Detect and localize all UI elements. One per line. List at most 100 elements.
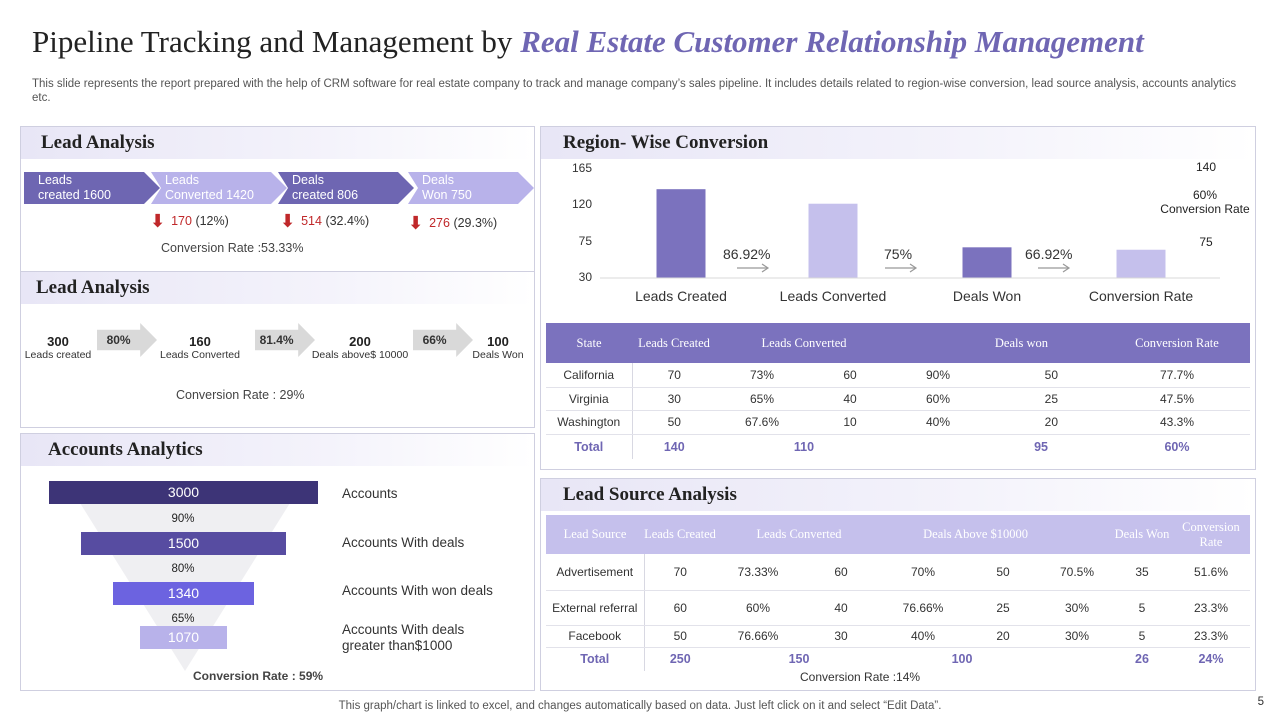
step-arrow-percent: 81.4% bbox=[259, 333, 294, 347]
footer-note: This graph/chart is linked to excel, and… bbox=[338, 700, 942, 712]
col-header: Lead Source bbox=[546, 515, 644, 554]
cell: 50 bbox=[964, 554, 1042, 591]
funnel-bar-deals-greater: 1070 bbox=[140, 626, 227, 649]
cell: 73% bbox=[716, 363, 808, 388]
step-label: Leads Converted bbox=[160, 349, 240, 361]
right-arrow-icon bbox=[1038, 263, 1071, 273]
cell: 77.7% bbox=[1104, 363, 1250, 388]
cell: 30% bbox=[1042, 590, 1112, 626]
col-header: State bbox=[546, 323, 632, 363]
cell: 50 bbox=[644, 625, 716, 648]
lead-analysis-header: Lead Analysis bbox=[21, 127, 534, 159]
table-row: California 70 73% 60 90% 50 77.7% bbox=[546, 363, 1250, 388]
cell: 20 bbox=[964, 625, 1042, 648]
cell: 70% bbox=[882, 554, 964, 591]
cell: 76.66% bbox=[882, 590, 964, 626]
stage-leads-converted: Leads Converted 1420 bbox=[151, 172, 287, 204]
funnel-label: Accounts With deals bbox=[342, 535, 465, 550]
funnel-percent: 80% bbox=[171, 563, 195, 575]
lead-source-heading: Lead Source Analysis bbox=[563, 484, 737, 505]
stage-deals-won: Deals Won 750 bbox=[408, 172, 534, 204]
stage-line1: Leads bbox=[165, 173, 200, 187]
drop-percent: (29.3%) bbox=[453, 216, 498, 230]
x-label: Leads Converted bbox=[779, 288, 887, 304]
cell: 90% bbox=[892, 363, 984, 388]
cell: 24% bbox=[1198, 652, 1224, 667]
col-header: Deals Won bbox=[1112, 515, 1172, 554]
cell: 47.5% bbox=[1104, 387, 1250, 411]
funnel-percent: 90% bbox=[171, 513, 195, 525]
side-rate: 60% Conversion Rate bbox=[1150, 188, 1260, 216]
funnel-label: Accounts bbox=[342, 486, 398, 501]
cell: 70.5% bbox=[1042, 554, 1112, 591]
cell: 43.3% bbox=[1104, 410, 1250, 435]
x-label: Leads Created bbox=[635, 288, 727, 304]
funnel-bar-with-deals: 1500 bbox=[81, 532, 286, 555]
drop-percent: (12%) bbox=[195, 214, 229, 228]
bar-leads-converted bbox=[808, 203, 858, 278]
table-row: Washington 50 67.6% 10 40% 20 43.3% bbox=[546, 410, 1250, 435]
lead-analysis-2-conversion: Conversion Rate : 29% bbox=[176, 388, 305, 402]
bar-leads-created bbox=[656, 189, 706, 278]
cell: 26 bbox=[1135, 652, 1149, 667]
drop-value: 170 bbox=[171, 214, 192, 228]
col-header: Leads Created bbox=[632, 323, 716, 363]
lead-analysis-2-heading: Lead Analysis bbox=[36, 277, 150, 298]
accounts-conversion: Conversion Rate : 59% bbox=[193, 669, 324, 683]
total-row: Total 250 150 100 26 24% bbox=[546, 647, 1250, 671]
lead-analysis-2-header: Lead Analysis bbox=[21, 272, 534, 304]
cell: 35 bbox=[1112, 554, 1172, 591]
step-label: Leads created bbox=[24, 349, 92, 361]
funnel-bar-accounts: 3000 bbox=[49, 481, 318, 504]
y-tick: 75 bbox=[578, 233, 592, 248]
bar-deals-won bbox=[962, 247, 1012, 278]
conversion-percent: 66.92% bbox=[1025, 246, 1073, 262]
funnel-bar-won-deals: 1340 bbox=[113, 582, 254, 605]
stage-line1: Deals bbox=[292, 173, 324, 187]
slide-title: Pipeline Tracking and Management by Real… bbox=[32, 24, 1144, 60]
table-row: Facebook 50 76.66% 30 40% 20 30% 5 23.3% bbox=[546, 625, 1250, 648]
step-value: 200 bbox=[349, 334, 371, 349]
step-arrow-percent: 80% bbox=[106, 333, 131, 347]
step-label: Deals above$ 10000 bbox=[311, 349, 409, 361]
cell: 95 bbox=[1034, 439, 1048, 454]
cell: 23.3% bbox=[1172, 590, 1250, 626]
cell: 60 bbox=[644, 590, 716, 626]
cell: 50 bbox=[984, 363, 1104, 388]
accounts-analytics-header: Accounts Analytics bbox=[21, 434, 534, 466]
col-header: Leads Converted bbox=[716, 515, 882, 554]
side-value-bottom: 75 bbox=[1199, 235, 1213, 249]
bar-conversion-rate bbox=[1116, 249, 1166, 278]
cell: 10 bbox=[808, 410, 892, 435]
lead-analysis-heading: Lead Analysis bbox=[41, 132, 155, 153]
drop-value: 514 bbox=[301, 214, 322, 228]
right-arrow-icon bbox=[885, 263, 918, 273]
cell: 65% bbox=[716, 387, 808, 411]
cell: 60% bbox=[892, 387, 984, 411]
step-value: 300 bbox=[47, 334, 69, 349]
cell: 23.3% bbox=[1172, 625, 1250, 648]
cell: Washington bbox=[546, 410, 633, 435]
stage-line2: created 1600 bbox=[38, 188, 111, 202]
cell: 40 bbox=[808, 387, 892, 411]
cell: 5 bbox=[1112, 590, 1172, 626]
cell: 30% bbox=[1042, 625, 1112, 648]
title-highlight: Real Estate Customer Relationship Manage… bbox=[520, 24, 1144, 59]
cell: 60% bbox=[1164, 439, 1190, 454]
y-tick: 120 bbox=[571, 197, 592, 212]
cell: Total bbox=[546, 434, 633, 459]
down-arrow-icon: ⬇ bbox=[150, 211, 166, 231]
lead-source-conversion: Conversion Rate :14% bbox=[800, 670, 921, 684]
stage-line1: Deals bbox=[422, 173, 454, 187]
stage-line2: created 806 bbox=[292, 188, 359, 202]
cell: 40% bbox=[882, 625, 964, 648]
cell: 73.33% bbox=[716, 554, 800, 591]
step-value: 160 bbox=[189, 334, 211, 349]
stage-line2: Converted 1420 bbox=[165, 188, 254, 202]
cell: 150 bbox=[788, 652, 810, 667]
stage-line2: Won 750 bbox=[422, 188, 472, 202]
cell: 67.6% bbox=[716, 410, 808, 435]
cell: 50 bbox=[632, 410, 716, 435]
lead-analysis-conversion: Conversion Rate :53.33% bbox=[161, 241, 304, 255]
cell: 76.66% bbox=[716, 625, 800, 648]
